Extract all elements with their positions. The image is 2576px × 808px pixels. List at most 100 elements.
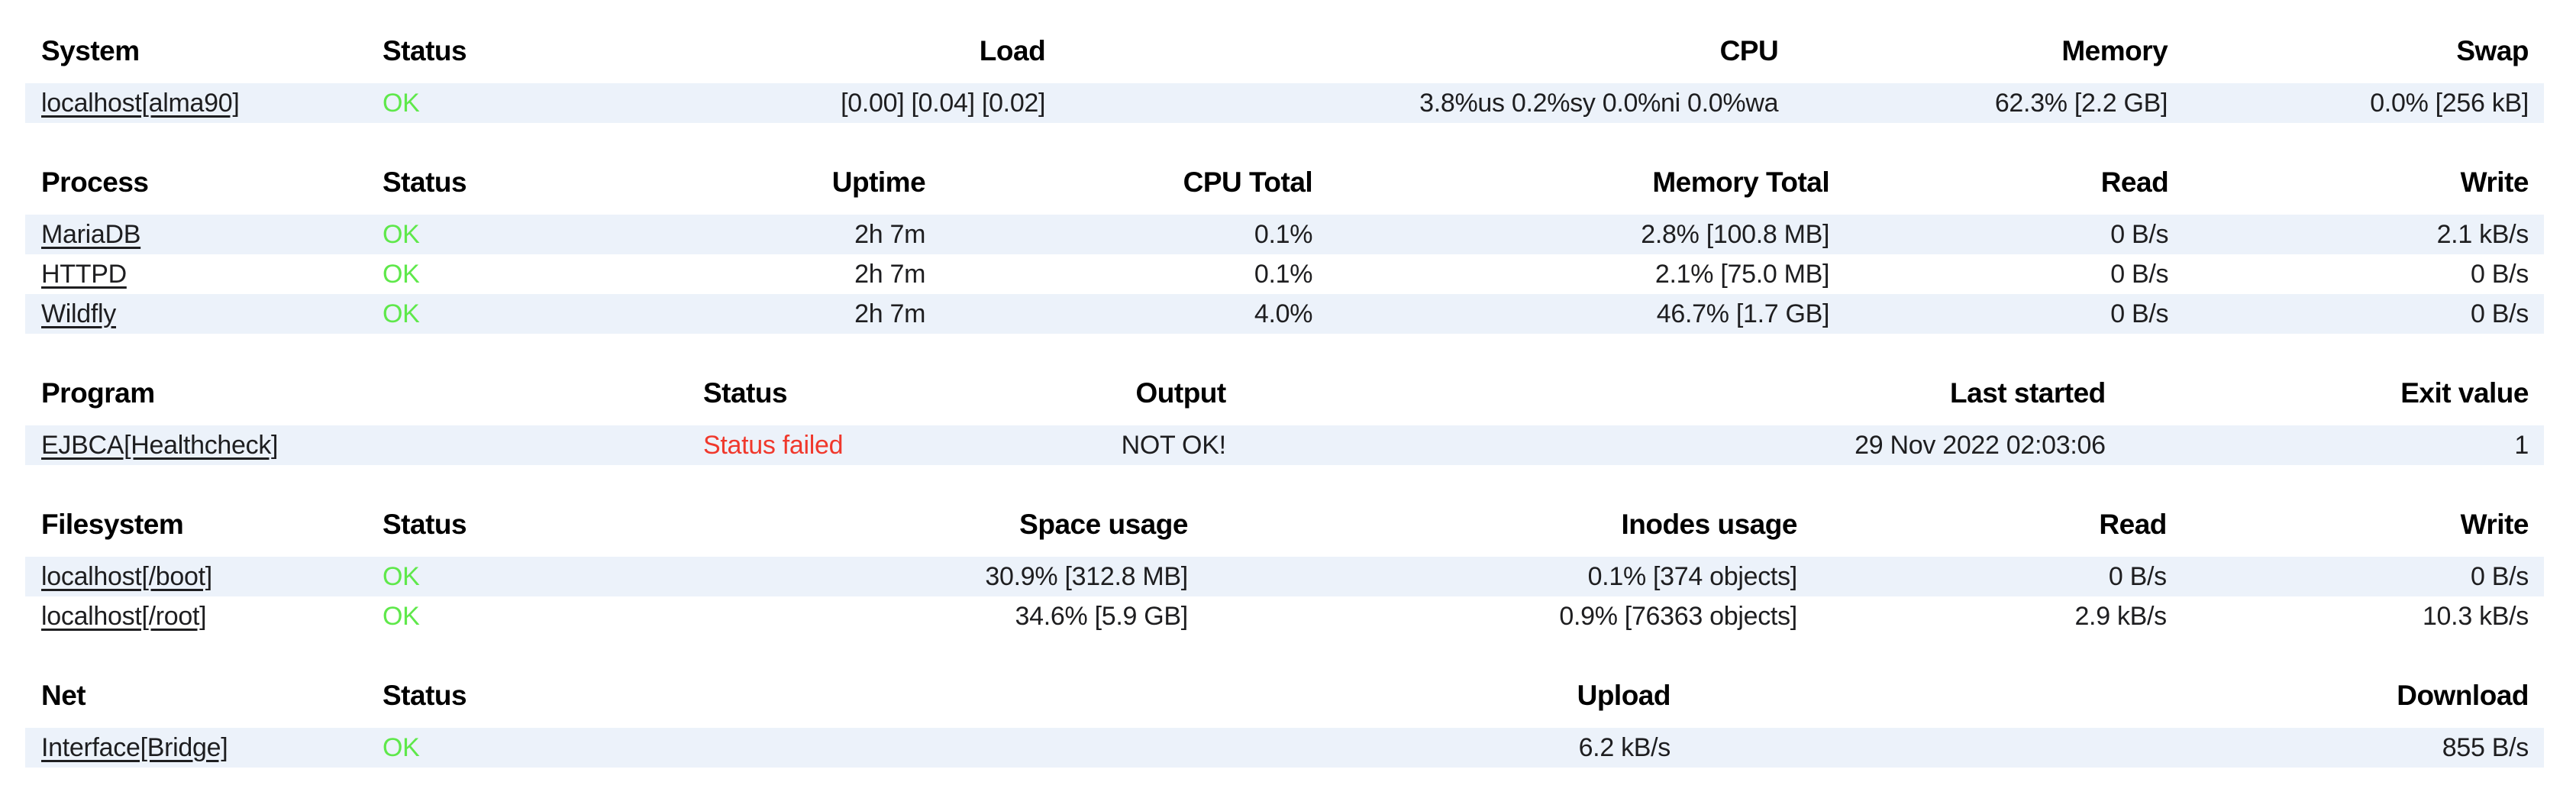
status-cell: OK	[366, 596, 702, 636]
col-header-last-started: Last started	[1950, 377, 2106, 409]
program-header-row: Program Status Output Last started Exit …	[25, 373, 2544, 425]
col-header-program: Program	[41, 377, 155, 409]
col-header-download: Download	[2397, 680, 2529, 711]
status-ok-badge: OK	[383, 732, 420, 762]
system-table: System Status Load CPU Memory Swap local…	[25, 31, 2544, 123]
table-row: localhost[/root] OK 34.6% [5.9 GB] 0.9% …	[25, 596, 2544, 636]
space-usage-cell: 34.6% [5.9 GB]	[1015, 601, 1189, 631]
col-header-upload: Upload	[1577, 680, 1671, 711]
process-name-cell: HTTPD	[25, 254, 366, 294]
memory-total-cell: 46.7% [1.7 GB]	[1328, 294, 1845, 334]
last-started-cell: 29 Nov 2022 02:03:06	[1241, 425, 2121, 465]
status-cell: OK	[366, 215, 703, 254]
system-name-cell: localhost[alma90]	[25, 83, 366, 123]
service-link-wildfly[interactable]: Wildfly	[41, 299, 117, 328]
status-ok-badge: OK	[383, 561, 420, 591]
service-link-localhost-boot[interactable]: localhost[/boot]	[41, 561, 212, 591]
col-header-inodes-usage: Inodes usage	[1621, 509, 1797, 540]
write-cell: 0 B/s	[2184, 294, 2544, 334]
uptime-cell: 2h 7m	[702, 215, 941, 254]
filesystem-name-cell: localhost[/boot]	[25, 557, 366, 596]
filesystem-table: Filesystem Status Space usage Inodes usa…	[25, 505, 2544, 636]
download-cell: 855 B/s	[1686, 728, 2544, 768]
program-name-cell: EJBCA[Healthcheck]	[25, 425, 687, 465]
col-header-process: Process	[41, 166, 149, 198]
status-ok-badge: OK	[383, 601, 420, 631]
uptime-cell: 2h 7m	[702, 294, 941, 334]
status-cell: OK	[366, 83, 703, 123]
service-link-interface-bridge[interactable]: Interface[Bridge]	[41, 732, 228, 762]
col-header-filesystem: Filesystem	[41, 509, 184, 540]
service-link-ejbca-healthcheck[interactable]: EJBCA[Healthcheck]	[41, 430, 279, 460]
process-name-cell: Wildfly	[25, 294, 366, 334]
net-table: Net Status Upload Download Interface[Bri…	[25, 676, 2544, 768]
upload-cell: 6.2 kB/s	[702, 728, 1686, 768]
table-row: localhost[/boot] OK 30.9% [312.8 MB] 0.1…	[25, 557, 2544, 596]
read-cell: 0 B/s	[1812, 557, 2182, 596]
status-cell: Status failed	[686, 425, 993, 465]
col-header-status: Status	[383, 680, 467, 711]
cpu-total-cell: 0.1%	[1254, 259, 1313, 289]
col-header-status: Status	[702, 377, 788, 409]
exit-value-cell: 1	[2120, 425, 2544, 465]
monit-status-page: System Status Load CPU Memory Swap local…	[25, 31, 2544, 768]
service-link-httpd[interactable]: HTTPD	[41, 259, 127, 289]
space-usage-cell: 30.9% [312.8 MB]	[702, 557, 1203, 596]
service-link-mariadb[interactable]: MariaDB	[41, 219, 141, 249]
col-header-memory: Memory	[2061, 35, 2168, 66]
cpu-total-cell: 0.1%	[941, 215, 1328, 254]
status-cell: OK	[366, 254, 702, 294]
status-ok-badge: OK	[383, 88, 420, 118]
col-header-status: Status	[383, 509, 467, 540]
col-header-net: Net	[41, 680, 86, 711]
service-link-localhost-root[interactable]: localhost[/root]	[41, 601, 207, 631]
table-row: localhost[alma90] OK [0.00] [0.04] [0.02…	[25, 83, 2544, 123]
read-cell: 0 B/s	[1845, 294, 2184, 334]
status-ok-badge: OK	[383, 259, 420, 289]
memory-total-cell: 2.8% [100.8 MB]	[1328, 215, 1845, 254]
program-table: Program Status Output Last started Exit …	[25, 373, 2544, 465]
col-header-swap: Swap	[2456, 35, 2529, 66]
memory-total-cell: 2.1% [75.0 MB]	[1654, 259, 1830, 289]
col-header-exit-value: Exit value	[2400, 377, 2529, 409]
cpu-total-cell: 4.0%	[941, 294, 1328, 334]
col-header-system: System	[41, 35, 140, 66]
col-header-cpu: CPU	[1719, 35, 1779, 66]
output-cell: NOT OK!	[992, 425, 1241, 465]
read-cell: 2.9 kB/s	[2074, 601, 2167, 631]
status-ok-badge: OK	[383, 219, 420, 249]
process-header-row: Process Status Uptime CPU Total Memory T…	[25, 163, 2544, 215]
table-row: Interface[Bridge] OK 6.2 kB/s 855 B/s	[25, 728, 2544, 768]
filesystem-name-cell: localhost[/root]	[25, 596, 366, 636]
table-row: Wildfly OK 2h 7m 4.0% 46.7% [1.7 GB] 0 B…	[25, 294, 2544, 334]
filesystem-header-row: Filesystem Status Space usage Inodes usa…	[25, 505, 2544, 557]
write-cell: 0 B/s	[2181, 557, 2544, 596]
inodes-usage-cell: 0.1% [374 objects]	[1202, 557, 1813, 596]
net-name-cell: Interface[Bridge]	[25, 728, 366, 768]
status-ok-badge: OK	[383, 299, 420, 328]
status-cell: OK	[366, 728, 703, 768]
col-header-write: Write	[2460, 509, 2529, 540]
col-header-space-usage: Space usage	[1019, 509, 1188, 540]
process-name-cell: MariaDB	[25, 215, 366, 254]
table-row: MariaDB OK 2h 7m 0.1% 2.8% [100.8 MB] 0 …	[25, 215, 2544, 254]
status-failed-badge: Status failed	[702, 430, 844, 460]
net-header-row: Net Status Upload Download	[25, 676, 2544, 728]
table-row: EJBCA[Healthcheck] Status failed NOT OK!…	[25, 425, 2544, 465]
uptime-cell: 2h 7m	[854, 259, 926, 289]
col-header-write: Write	[2460, 166, 2529, 198]
system-header-row: System Status Load CPU Memory Swap	[25, 31, 2544, 83]
col-header-cpu-total: CPU Total	[1183, 166, 1313, 198]
read-cell: 0 B/s	[2110, 259, 2169, 289]
col-header-load: Load	[979, 35, 1046, 66]
memory-cell: 62.3% [2.2 GB]	[1793, 83, 2184, 123]
inodes-usage-cell: 0.9% [76363 objects]	[1559, 601, 1797, 631]
swap-cell: 0.0% [256 kB]	[2183, 83, 2544, 123]
col-header-status: Status	[383, 166, 467, 198]
col-header-memory-total: Memory Total	[1652, 166, 1830, 198]
write-cell: 0 B/s	[2471, 259, 2529, 289]
col-header-uptime: Uptime	[831, 166, 926, 198]
status-cell: OK	[366, 557, 703, 596]
write-cell: 10.3 kB/s	[2422, 601, 2529, 631]
service-link-localhost-alma90[interactable]: localhost[alma90]	[41, 88, 240, 118]
